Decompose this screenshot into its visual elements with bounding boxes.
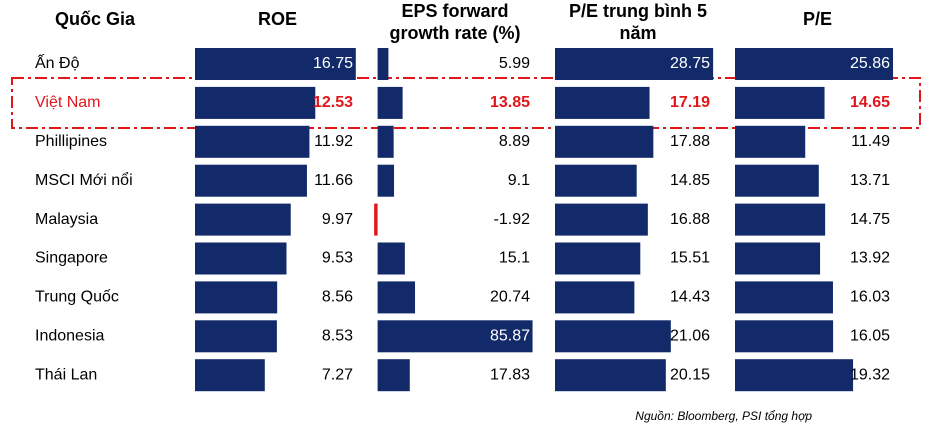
category-label: Ấn Độ bbox=[35, 53, 80, 72]
value-label: 28.75 bbox=[670, 55, 710, 72]
bar bbox=[735, 203, 826, 236]
highlight-box bbox=[11, 77, 921, 129]
value-label: 11.92 bbox=[314, 133, 353, 150]
value-label: 8.53 bbox=[322, 328, 353, 345]
bar bbox=[735, 359, 854, 392]
bar bbox=[555, 320, 671, 353]
value-label: 17.83 bbox=[490, 366, 530, 383]
bar bbox=[735, 281, 833, 314]
bar bbox=[555, 125, 654, 158]
value-label: 17.88 bbox=[670, 133, 710, 150]
value-label: 11.49 bbox=[851, 133, 890, 150]
bar bbox=[735, 86, 825, 119]
bar bbox=[555, 242, 641, 275]
bar bbox=[195, 203, 291, 236]
value-label: 20.74 bbox=[490, 289, 530, 306]
value-label: 20.15 bbox=[670, 366, 710, 383]
value-label: 14.65 bbox=[850, 94, 890, 111]
column-header: P/E bbox=[802, 9, 832, 29]
source-note: Nguồn: Bloomberg, PSI tổng hợp bbox=[635, 409, 812, 423]
bar bbox=[735, 48, 894, 80]
bar bbox=[377, 164, 395, 197]
bar bbox=[555, 203, 648, 236]
value-label: 25.86 bbox=[850, 55, 890, 72]
value-label: 8.56 bbox=[322, 289, 353, 306]
bar bbox=[195, 320, 277, 353]
column-header: EPS forward growth rate (%) bbox=[389, 1, 521, 43]
value-label: 16.75 bbox=[313, 55, 353, 72]
bar bbox=[555, 48, 714, 80]
category-header: Quốc Gia bbox=[54, 9, 135, 29]
bar bbox=[555, 281, 635, 314]
category-label: Indonesia bbox=[35, 328, 104, 345]
bar bbox=[377, 242, 405, 275]
bar bbox=[555, 359, 666, 392]
bar bbox=[735, 164, 819, 197]
value-label: 15.51 bbox=[670, 250, 710, 267]
bar bbox=[377, 281, 416, 314]
value-label: 9.97 bbox=[322, 211, 353, 228]
bar bbox=[735, 320, 834, 353]
value-label: 13.92 bbox=[850, 250, 890, 267]
bar bbox=[195, 125, 310, 158]
value-label: 16.88 bbox=[670, 211, 710, 228]
bar bbox=[377, 48, 389, 80]
bar bbox=[555, 164, 637, 197]
value-label: 11.66 bbox=[314, 172, 353, 189]
bar bbox=[195, 86, 316, 119]
bar bbox=[195, 164, 307, 197]
bar bbox=[195, 242, 287, 275]
value-label: 9.1 bbox=[508, 172, 530, 189]
value-label: 16.03 bbox=[850, 289, 890, 306]
bar bbox=[195, 48, 356, 80]
category-label: Trung Quốc bbox=[35, 289, 119, 306]
bar bbox=[377, 359, 410, 392]
value-label: 85.87 bbox=[490, 328, 530, 345]
bar bbox=[195, 281, 278, 314]
value-label: 13.71 bbox=[850, 172, 890, 189]
value-label: 7.27 bbox=[322, 366, 353, 383]
value-label: 17.19 bbox=[670, 94, 710, 111]
bar bbox=[195, 359, 265, 392]
value-label: 9.53 bbox=[322, 250, 353, 267]
value-label: 13.85 bbox=[490, 94, 530, 111]
value-label: 14.85 bbox=[670, 172, 710, 189]
value-label: 19.32 bbox=[850, 366, 890, 383]
category-label: Malaysia bbox=[35, 211, 98, 228]
value-label: 21.06 bbox=[670, 328, 710, 345]
bar bbox=[555, 86, 650, 119]
category-label: Việt Nam bbox=[35, 94, 101, 111]
value-label: -1.92 bbox=[494, 211, 531, 228]
bar bbox=[735, 125, 806, 158]
bar bbox=[374, 203, 378, 236]
value-label: 15.1 bbox=[499, 250, 530, 267]
value-label: 8.89 bbox=[499, 133, 530, 150]
bar bbox=[377, 125, 394, 158]
category-label: MSCI Mới nổi bbox=[35, 171, 133, 189]
category-label: Thái Lan bbox=[35, 366, 97, 383]
bar bbox=[377, 86, 403, 119]
bar bbox=[735, 242, 821, 275]
value-label: 16.05 bbox=[850, 328, 890, 345]
column-header: P/E trung bình 5 năm bbox=[569, 1, 707, 43]
column-header: ROE bbox=[257, 9, 297, 29]
value-label: 5.99 bbox=[499, 55, 530, 72]
value-label: 12.53 bbox=[313, 94, 353, 111]
value-label: 14.75 bbox=[850, 211, 890, 228]
category-label: Phillipines bbox=[35, 133, 107, 150]
category-label: Singapore bbox=[35, 250, 108, 267]
value-label: 14.43 bbox=[670, 289, 710, 306]
bar bbox=[377, 320, 533, 353]
